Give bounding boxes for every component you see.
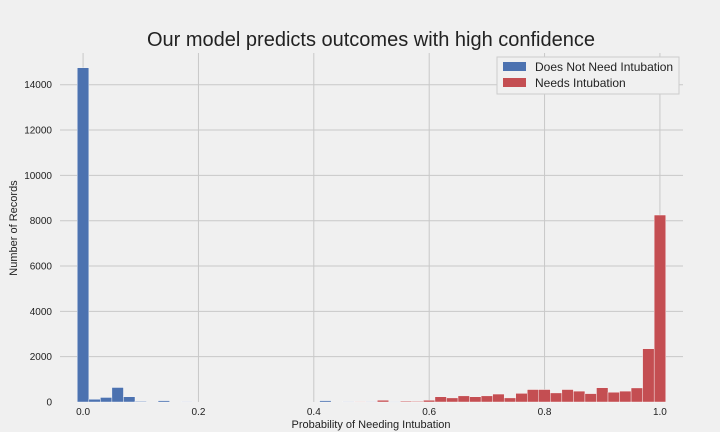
bars	[77, 67, 666, 403]
x-tick-labels: 0.0 0.2 0.4 0.6 0.8 1.0	[76, 407, 667, 418]
bar-needs-intubation	[538, 389, 551, 403]
bar-needs-intubation	[630, 387, 643, 403]
bar-does-not-need-intubation	[111, 387, 124, 403]
bar-does-not-need-intubation	[388, 401, 401, 403]
x-tick-label: 0.2	[191, 407, 205, 418]
y-axis-label: Number of Records	[8, 180, 20, 276]
bar-needs-intubation	[503, 397, 516, 403]
bar-needs-intubation	[573, 390, 586, 403]
bar-needs-intubation	[423, 399, 436, 403]
bar-needs-intubation	[596, 387, 609, 403]
y-tick-label: 2000	[30, 352, 53, 363]
bar-needs-intubation	[607, 392, 620, 403]
bar-needs-intubation	[377, 399, 390, 403]
bar-needs-intubation	[527, 389, 539, 403]
y-tick-label: 12000	[24, 126, 52, 137]
bar-needs-intubation	[653, 214, 666, 403]
bar-needs-intubation	[561, 389, 574, 403]
bar-needs-intubation	[492, 393, 505, 403]
bar-needs-intubation	[642, 348, 655, 403]
bar-does-not-need-intubation	[134, 401, 147, 403]
bar-does-not-need-intubation	[100, 397, 113, 403]
x-tick-label: 0.0	[76, 407, 90, 418]
x-tick-label: 1.0	[653, 407, 667, 418]
bar-needs-intubation	[457, 395, 470, 403]
y-tick-label: 14000	[24, 80, 52, 91]
bar-needs-intubation	[411, 401, 424, 403]
x-axis-label: Probability of Needing Intubation	[292, 419, 451, 431]
y-tick-label: 10000	[24, 171, 52, 182]
bar-needs-intubation	[550, 392, 563, 403]
bar-does-not-need-intubation	[180, 401, 193, 403]
legend-label-needs-intubation: Needs Intubation	[535, 76, 626, 90]
legend: Does Not Need Intubation Needs Intubatio…	[496, 56, 680, 95]
bar-needs-intubation	[515, 393, 528, 403]
bar-needs-intubation	[446, 397, 459, 403]
bar-needs-intubation	[353, 401, 366, 403]
legend-label-does-not-need-intubation: Does Not Need Intubation	[535, 60, 673, 74]
x-tick-label: 0.6	[422, 407, 436, 418]
bar-does-not-need-intubation	[319, 400, 332, 403]
x-tick-label: 0.8	[538, 407, 552, 418]
bar-needs-intubation	[584, 393, 597, 403]
plot-area	[60, 53, 683, 402]
y-tick-labels: 0 2000 4000 6000 8000 10000 12000 14000	[24, 80, 52, 408]
bar-does-not-need-intubation	[77, 67, 90, 403]
legend-box	[496, 56, 680, 95]
bar-does-not-need-intubation	[365, 401, 378, 403]
bar-needs-intubation	[619, 390, 632, 403]
bar-needs-intubation	[400, 400, 413, 403]
y-tick-label: 4000	[30, 307, 53, 318]
y-tick-label: 8000	[30, 216, 53, 227]
legend-swatch-does-not-need-intubation	[503, 62, 526, 71]
bar-needs-intubation	[434, 396, 447, 403]
bar-does-not-need-intubation	[342, 401, 355, 403]
y-tick-label: 0	[46, 398, 52, 409]
x-tick-label: 0.4	[307, 407, 321, 418]
y-tick-label: 6000	[30, 262, 53, 273]
bar-needs-intubation	[469, 396, 482, 403]
chart-title: Our model predicts outcomes with high co…	[147, 29, 595, 51]
bar-does-not-need-intubation	[157, 400, 170, 403]
bar-needs-intubation	[480, 395, 493, 403]
bar-does-not-need-intubation	[88, 399, 101, 403]
bar-does-not-need-intubation	[123, 396, 136, 403]
legend-swatch-needs-intubation	[503, 78, 526, 87]
